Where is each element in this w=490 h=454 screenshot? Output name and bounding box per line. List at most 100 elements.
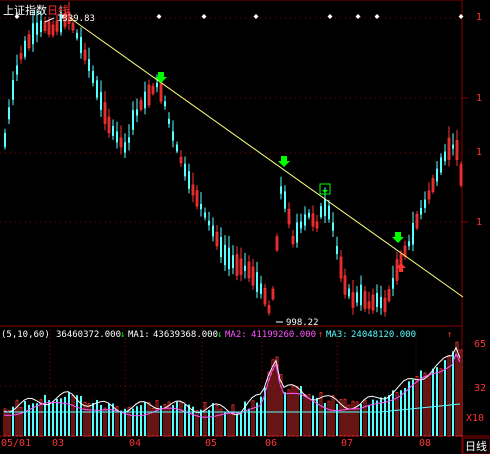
candle-body bbox=[215, 231, 219, 247]
candle-body bbox=[371, 294, 375, 311]
volume-bar bbox=[395, 392, 399, 437]
candle-body bbox=[208, 220, 210, 226]
candle-body bbox=[147, 84, 151, 106]
signal-markers bbox=[155, 72, 406, 272]
candle-body bbox=[395, 259, 399, 281]
candle-body bbox=[300, 221, 302, 229]
svg-text:↓: ↓ bbox=[217, 330, 222, 340]
time-label-0501: 05/01 bbox=[1, 438, 31, 449]
candle-body bbox=[392, 277, 394, 289]
candle-body bbox=[195, 190, 199, 207]
volume-bar bbox=[331, 395, 335, 437]
volume-bar bbox=[36, 403, 38, 436]
candle-body bbox=[308, 212, 310, 218]
candle-body bbox=[380, 296, 382, 309]
candle-body bbox=[296, 222, 298, 243]
volume-bar bbox=[224, 412, 226, 436]
candle-body bbox=[291, 235, 295, 245]
candle-body bbox=[275, 236, 279, 251]
candle-body bbox=[128, 137, 130, 143]
volume-bars bbox=[3, 341, 463, 437]
volume-bar bbox=[176, 401, 178, 436]
volume-bar bbox=[80, 395, 82, 436]
candle-body bbox=[447, 137, 451, 160]
diamond-marker-icon bbox=[355, 14, 361, 19]
candle-body bbox=[315, 221, 319, 229]
volume-bar bbox=[327, 400, 331, 437]
volume-bar bbox=[412, 379, 414, 436]
candle-body bbox=[239, 258, 243, 275]
candle-body bbox=[440, 157, 442, 173]
volume-bar bbox=[404, 387, 406, 436]
volume-bar bbox=[24, 401, 26, 436]
candle-body bbox=[204, 212, 206, 218]
candle-body bbox=[103, 102, 107, 124]
ma-params: (5,10,60) bbox=[1, 330, 50, 340]
candle-body bbox=[47, 21, 51, 35]
candle-body bbox=[280, 186, 282, 194]
volume-bar bbox=[172, 405, 174, 436]
volume-bar bbox=[12, 406, 14, 436]
svg-text:(5,10,60): (5,10,60) bbox=[1, 330, 50, 340]
candle-body bbox=[363, 291, 367, 309]
candle-body bbox=[24, 40, 26, 57]
volume-bar bbox=[360, 404, 362, 436]
candlestick-series bbox=[4, 1, 463, 317]
candle-body bbox=[436, 168, 438, 182]
candle-body bbox=[12, 80, 14, 100]
candle-body bbox=[244, 265, 246, 272]
candle-body bbox=[51, 24, 55, 36]
volume-bar bbox=[15, 399, 19, 437]
volume-bar bbox=[147, 402, 151, 437]
volume-bar bbox=[400, 390, 402, 436]
candle-body bbox=[360, 284, 362, 306]
volume-bar bbox=[256, 402, 258, 436]
volume-bar bbox=[279, 374, 283, 437]
volume-bar bbox=[339, 399, 343, 437]
candle-body bbox=[92, 71, 94, 83]
candle-body bbox=[251, 266, 255, 286]
volume-bar bbox=[420, 370, 422, 436]
volume-bar bbox=[351, 400, 355, 437]
volume-bar bbox=[380, 397, 382, 436]
candle-body bbox=[256, 272, 258, 292]
candle-body bbox=[71, 23, 75, 31]
volume-bar bbox=[92, 403, 94, 436]
volume-bar bbox=[271, 359, 275, 437]
volume-bar bbox=[64, 396, 66, 436]
signal-box-icon bbox=[319, 183, 331, 195]
diamond-marker-icon bbox=[458, 14, 464, 19]
ma2-label: MA2: bbox=[225, 330, 247, 340]
volume-bar bbox=[179, 401, 183, 437]
volume-bar bbox=[140, 405, 142, 436]
volume-bar bbox=[324, 402, 326, 436]
diamond-marker-icon bbox=[14, 14, 20, 19]
candle-body bbox=[191, 184, 195, 196]
candle-body bbox=[107, 116, 111, 134]
volume-bar bbox=[3, 408, 7, 437]
volume-bar bbox=[208, 409, 210, 436]
volume-bar bbox=[52, 401, 54, 436]
volume-bar bbox=[195, 410, 199, 437]
volume-bar bbox=[200, 409, 202, 436]
candle-body bbox=[339, 256, 343, 279]
ma1-line bbox=[3, 346, 461, 416]
candle-body bbox=[168, 118, 170, 124]
candle-body bbox=[4, 132, 6, 148]
volume-bar bbox=[132, 408, 134, 436]
time-label-05: 05 bbox=[205, 438, 217, 449]
volume-bar bbox=[343, 398, 347, 437]
volume-bar bbox=[423, 372, 427, 437]
volume-bar bbox=[124, 408, 126, 436]
price-axis-tick-4: 1 bbox=[476, 217, 482, 228]
candle-body bbox=[40, 20, 42, 33]
candle-body bbox=[235, 254, 239, 276]
candle-body bbox=[60, 11, 62, 33]
ma3-label: MA3: bbox=[326, 330, 348, 340]
volume-bar bbox=[336, 403, 338, 436]
candle-body bbox=[332, 222, 334, 231]
candle-body bbox=[16, 65, 18, 75]
period-switch-button[interactable]: 日线 bbox=[462, 437, 490, 454]
volume-bar bbox=[384, 396, 386, 436]
